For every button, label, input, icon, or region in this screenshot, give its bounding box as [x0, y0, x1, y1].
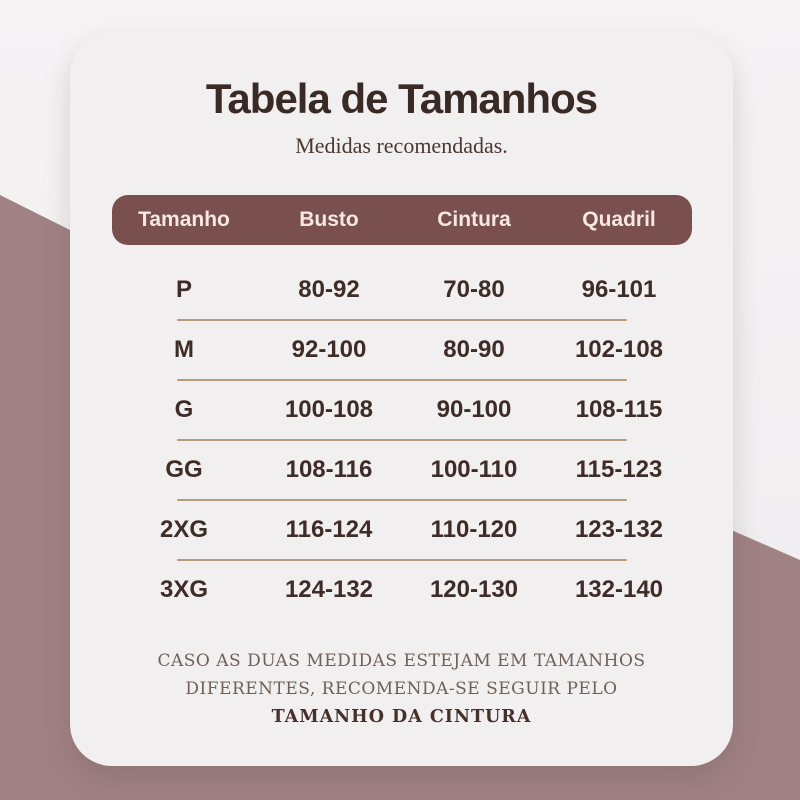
footer-note-line1: CASO AS DUAS MEDIDAS ESTEJAM EM TAMANHOS	[157, 651, 646, 671]
size-cell: M	[174, 336, 194, 363]
cintura-cell: 100-110	[430, 456, 518, 483]
busto-cell: 124-132	[284, 576, 374, 603]
quadril-cell: 96-101	[581, 276, 657, 303]
table-header-row: Tamanho Busto Cintura Quadril	[111, 195, 692, 245]
cintura-cell: 120-130	[429, 576, 519, 603]
size-cell: GG	[165, 456, 203, 483]
column-header-quadril: Quadril	[582, 208, 656, 231]
footer-emphasis: TAMANHO DA CINTURA	[271, 707, 532, 727]
table-row: M 92-100 80-90 102-108	[112, 321, 692, 379]
row-divider	[176, 559, 627, 561]
row-divider	[176, 379, 627, 381]
busto-cell: 116-124	[285, 516, 373, 543]
table-row: G 100-108 90-100 108-115	[112, 381, 692, 439]
size-cell: P	[175, 276, 192, 303]
cintura-cell: 70-80	[443, 276, 505, 303]
busto-cell: 100-108	[284, 396, 374, 423]
footer-note-line2: DIFERENTES, RECOMENDA-SE SEGUIR PELO	[185, 679, 618, 699]
footer-note: CASO AS DUAS MEDIDAS ESTEJAM EM TAMANHOS…	[122, 647, 682, 731]
column-header-busto: Busto	[299, 208, 359, 231]
busto-cell: 92-100	[291, 336, 367, 363]
busto-cell: 80-92	[298, 276, 360, 303]
row-divider	[176, 439, 627, 441]
row-divider	[176, 499, 627, 501]
quadril-cell: 123-132	[574, 516, 664, 543]
size-cell: 2XG	[159, 516, 209, 543]
cintura-cell: 110-120	[430, 516, 518, 543]
quadril-cell: 115-123	[575, 456, 663, 483]
size-cell: 3XG	[159, 576, 209, 603]
size-chart-card: Tabela de Tamanhos Medidas recomendadas.…	[70, 33, 733, 766]
page-subtitle: Medidas recomendadas.	[295, 133, 508, 158]
table-row: GG 108-116 100-110 115-123	[112, 441, 692, 499]
column-header-tamanho: Tamanho	[138, 208, 230, 231]
cintura-cell: 90-100	[436, 396, 512, 423]
table-row: 3XG 124-132 120-130 132-140	[112, 561, 692, 619]
busto-cell: 108-116	[285, 456, 373, 483]
table-row: 2XG 116-124 110-120 123-132	[112, 501, 692, 559]
quadril-cell: 108-115	[575, 396, 663, 423]
size-cell: G	[174, 396, 194, 423]
column-header-cintura: Cintura	[437, 208, 511, 231]
cintura-cell: 80-90	[443, 336, 505, 363]
size-table: Tamanho Busto Cintura Quadril P 80-92 70…	[111, 195, 692, 619]
table-body: P 80-92 70-80 96-101 M 92-100 80-90 102-…	[112, 261, 692, 619]
row-divider	[176, 319, 627, 321]
page-title: Tabela de Tamanhos	[205, 75, 598, 122]
quadril-cell: 132-140	[574, 576, 664, 603]
table-row: P 80-92 70-80 96-101	[112, 261, 692, 319]
quadril-cell: 102-108	[574, 336, 664, 363]
